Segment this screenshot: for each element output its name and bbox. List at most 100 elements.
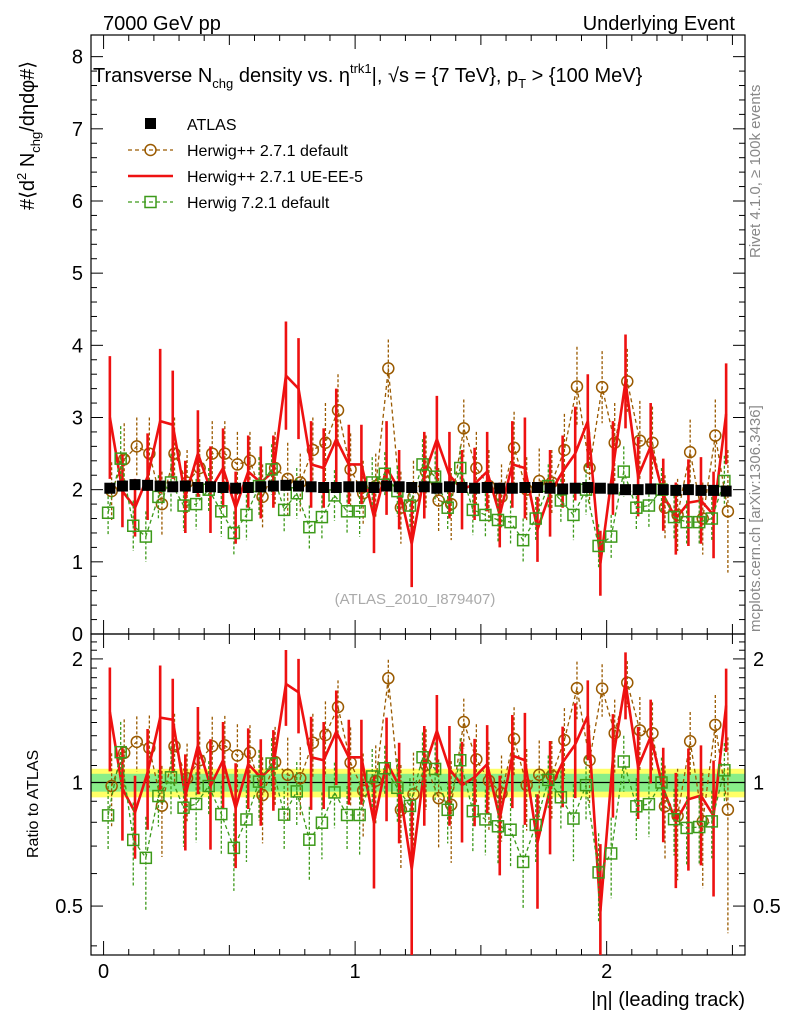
ratio-point	[231, 749, 244, 762]
x-tick-label: 1	[350, 961, 361, 983]
main-point	[529, 512, 542, 525]
atlas-point	[720, 485, 732, 497]
ratio-point	[155, 799, 169, 812]
main-point	[205, 447, 219, 460]
ratio-point	[218, 739, 232, 752]
atlas-point	[267, 480, 279, 492]
main-point	[444, 497, 458, 511]
ratio-point	[205, 739, 219, 753]
main-y-tick-label: 5	[72, 263, 83, 285]
main-point	[353, 505, 366, 518]
ratio-point	[353, 808, 366, 822]
legend-marker-atlas	[145, 118, 156, 129]
atlas-point	[695, 484, 707, 496]
main-point	[604, 530, 618, 543]
ratio-point	[281, 768, 294, 782]
main-point	[479, 508, 492, 522]
header-left: 7000 GeV pp	[103, 13, 221, 35]
main-point	[705, 512, 719, 525]
main-point	[168, 447, 181, 460]
ratio-point	[168, 739, 181, 753]
atlas-point	[607, 483, 619, 495]
legend-label-atlas: ATLAS	[187, 117, 237, 134]
atlas-point	[582, 481, 594, 493]
main-point	[592, 539, 605, 553]
atlas-point	[393, 481, 405, 493]
ratio-point	[391, 781, 404, 795]
ratio-frame	[90, 633, 746, 956]
ratio-point	[152, 789, 165, 803]
main-point	[127, 519, 140, 532]
main-point	[680, 515, 693, 529]
ratio-series-line	[107, 752, 726, 875]
atlas-point	[154, 480, 166, 492]
main-point	[516, 533, 530, 547]
ratio-point	[290, 785, 304, 798]
atlas-point	[242, 481, 254, 493]
main-point	[583, 461, 596, 475]
ratio-point	[592, 866, 605, 879]
ratio-y-tick-label: 1	[72, 772, 83, 794]
atlas-point	[343, 481, 355, 493]
atlas-point	[481, 481, 493, 493]
main-point	[466, 503, 480, 517]
main-point	[608, 436, 621, 450]
main-point	[114, 452, 127, 465]
main-point	[454, 461, 467, 475]
ratio-point	[567, 812, 580, 825]
ratio-point	[608, 726, 621, 740]
main-point	[633, 434, 647, 447]
atlas-point	[708, 484, 720, 496]
legend: ATLAS Herwig++ 2.7.1 default Herwig++ 2.…	[128, 117, 363, 212]
ratio-point	[457, 715, 471, 729]
atlas-point	[217, 481, 229, 493]
ratio-point	[127, 833, 140, 847]
main-point	[177, 499, 190, 512]
atlas-point	[129, 479, 141, 491]
ratio-point	[680, 821, 693, 835]
ratio-point	[655, 776, 668, 789]
main-point	[567, 508, 580, 522]
main-point	[319, 436, 332, 450]
main-y-tick-label: 3	[72, 407, 83, 429]
legend-marker-herwig72	[144, 195, 157, 209]
atlas-point	[418, 481, 430, 493]
atlas-point	[116, 480, 128, 492]
atlas-point	[179, 480, 191, 492]
main-point	[378, 467, 392, 481]
x-tick-label: 2	[601, 961, 612, 983]
main-point	[671, 508, 684, 522]
ratio-point	[432, 791, 445, 805]
ratio-y-axis-label: Ratio to ATLAS	[25, 750, 42, 858]
atlas-point	[293, 480, 305, 492]
x-axis-label: |η| (leading track)	[591, 989, 745, 1011]
ratio-point	[303, 833, 316, 846]
ratio-point	[403, 799, 417, 813]
atlas-point	[519, 481, 531, 493]
ratio-point	[633, 724, 647, 737]
atlas-point	[192, 481, 204, 493]
main-point	[227, 526, 241, 540]
main-point	[642, 499, 656, 512]
atlas-point	[230, 482, 242, 494]
ratio-point	[265, 757, 278, 770]
ratio-point	[382, 671, 395, 685]
main-panel: 0 1 2 3 4 5 6 7 8	[72, 34, 746, 646]
atlas-point	[594, 482, 606, 494]
ratio-point	[504, 823, 517, 836]
atlas-point	[280, 479, 292, 491]
main-point	[491, 513, 505, 527]
main-y-tick-label: 7	[72, 119, 83, 141]
ratio-point	[721, 803, 735, 816]
atlas-point	[557, 483, 569, 495]
main-point	[277, 503, 291, 517]
ratio-series-3	[101, 721, 731, 923]
ratio-point	[558, 733, 571, 747]
ratio-point	[105, 779, 118, 793]
ratio-point	[227, 841, 241, 855]
atlas-point	[632, 484, 644, 496]
ratio-point	[595, 682, 609, 695]
atlas-point	[682, 484, 694, 496]
mcplots-label: mcplots.cern.ch [arXiv:1306.3436]	[747, 405, 764, 632]
